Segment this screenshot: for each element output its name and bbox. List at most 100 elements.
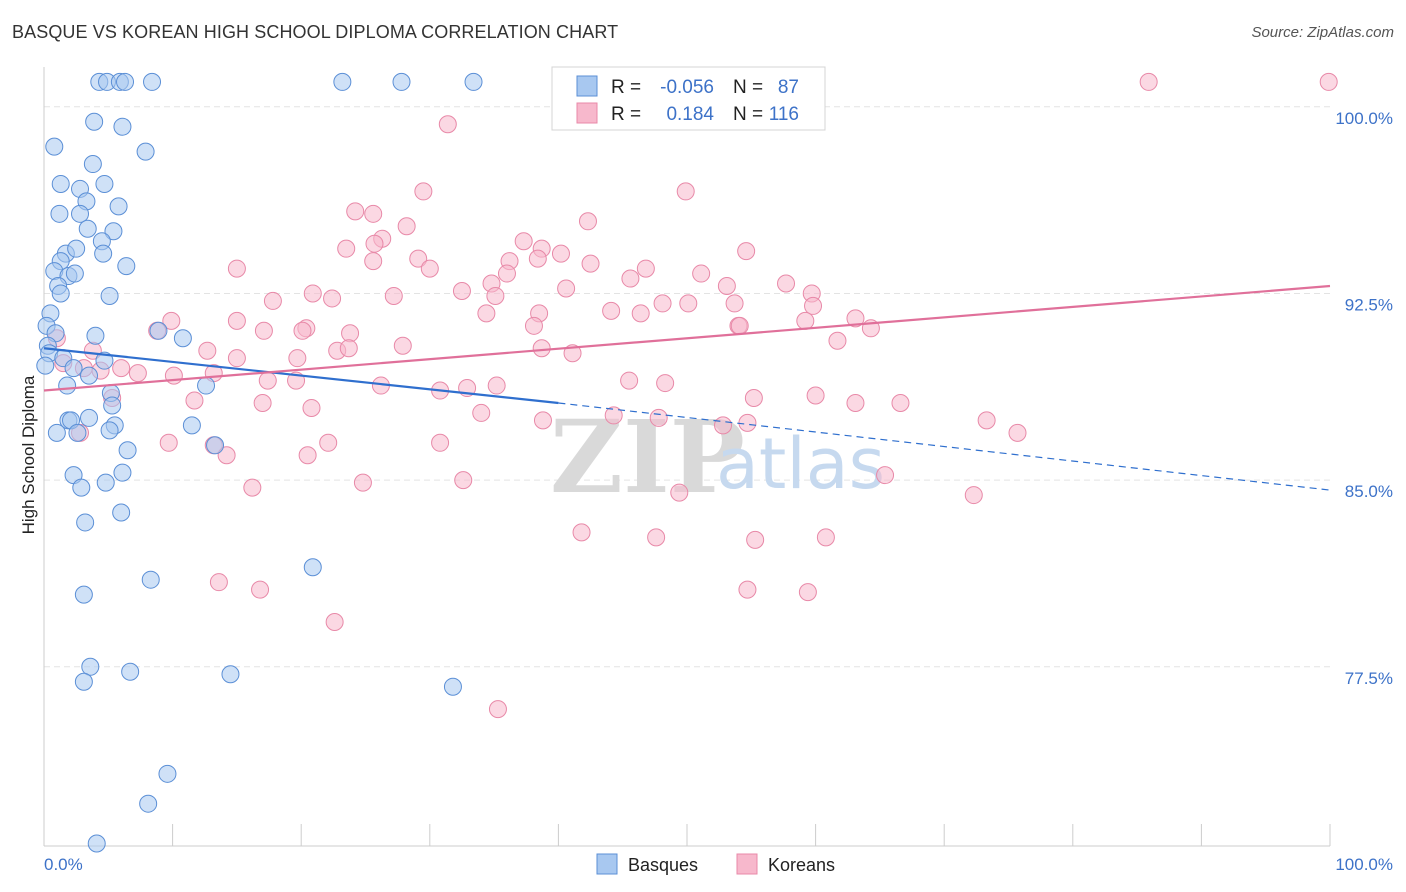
basques-point <box>158 764 177 783</box>
koreans-point <box>217 446 236 465</box>
basques-point <box>51 174 70 193</box>
koreans-point <box>346 202 365 221</box>
legend-swatch-basques <box>576 75 598 97</box>
koreans-point <box>725 294 744 313</box>
basques-point <box>86 326 105 345</box>
koreans-point <box>253 393 272 412</box>
axes <box>43 67 1331 847</box>
koreans-point <box>977 411 996 430</box>
basques-point <box>51 284 70 303</box>
basques-point <box>85 112 104 131</box>
koreans-point <box>1139 72 1158 91</box>
koreans-point <box>551 244 570 263</box>
koreans-point <box>353 473 372 492</box>
koreans-point <box>302 398 321 417</box>
koreans-point <box>185 391 204 410</box>
koreans-point <box>339 339 358 358</box>
koreans-point <box>337 239 356 258</box>
koreans-point <box>846 393 865 412</box>
koreans-point <box>298 446 317 465</box>
koreans-point <box>964 486 983 505</box>
koreans-point <box>604 406 623 425</box>
basques-point <box>118 441 137 460</box>
koreans-point <box>209 573 228 592</box>
koreans-point <box>602 301 621 320</box>
basques-point <box>149 321 168 340</box>
koreans-point <box>263 291 282 310</box>
legend-r-value-koreans: 0.184 <box>666 104 714 125</box>
koreans-point <box>227 259 246 278</box>
basques-point <box>173 329 192 348</box>
basques-point <box>67 239 86 258</box>
koreans-point <box>341 324 360 343</box>
koreans-point <box>303 284 322 303</box>
koreans-point <box>488 700 507 719</box>
koreans-point <box>828 331 847 350</box>
koreans-point <box>159 433 178 452</box>
koreans-point <box>557 279 576 298</box>
basques-point <box>139 794 158 813</box>
legend-r-label-koreans: R = <box>611 104 641 125</box>
bottom-legend-basques[interactable]: Basques <box>628 855 698 875</box>
basques-point <box>303 558 322 577</box>
koreans-point <box>798 583 817 602</box>
koreans-point <box>738 580 757 599</box>
koreans-point <box>1008 423 1027 442</box>
legend-r-value-basques: -0.056 <box>660 77 714 98</box>
basques-point <box>50 204 69 223</box>
y-axis-label: High School Diploma <box>19 375 38 534</box>
koreans-point <box>846 309 865 328</box>
koreans-point <box>397 217 416 236</box>
series-legend: Basques Koreans <box>596 853 835 875</box>
koreans-point <box>325 613 344 631</box>
koreans-point <box>746 530 765 549</box>
koreans-point <box>621 269 640 288</box>
koreans-point <box>816 528 835 547</box>
basques-point <box>64 359 83 378</box>
koreans-point <box>670 483 689 502</box>
koreans-point <box>679 294 698 313</box>
koreans-point <box>636 259 655 278</box>
koreans-point <box>243 478 262 497</box>
koreans-point <box>365 234 384 253</box>
koreans-point <box>730 316 749 335</box>
koreans-point <box>804 296 823 315</box>
basques-point <box>74 585 93 604</box>
y-tick-label-0: 100.0% <box>1335 109 1393 128</box>
koreans-point <box>162 311 181 330</box>
legend-n-value-basques: 87 <box>778 77 799 98</box>
koreans-point <box>198 341 217 360</box>
basques-point <box>71 204 90 223</box>
koreans-point <box>409 249 428 268</box>
koreans-point <box>472 403 491 422</box>
koreans-point <box>477 304 496 323</box>
y-tick-label-2: 85.0% <box>1345 482 1393 501</box>
legend-n-value-koreans: 116 <box>769 104 799 125</box>
basques-point <box>113 463 132 482</box>
basques-point <box>392 72 411 91</box>
koreans-point <box>514 232 533 251</box>
x-tick-label-max: 100.0% <box>1335 855 1393 874</box>
koreans-point <box>676 182 695 201</box>
bottom-legend-swatch-basques[interactable] <box>596 853 618 875</box>
basques-point <box>76 513 95 532</box>
koreans-point <box>806 386 825 405</box>
koreans-point <box>393 336 412 355</box>
basques-point <box>136 142 155 161</box>
koreans-point <box>656 374 675 393</box>
koreans-point <box>528 249 547 268</box>
koreans-point <box>258 371 277 390</box>
koreans-point <box>227 349 246 368</box>
koreans-point <box>364 252 383 271</box>
basques-point <box>94 244 113 263</box>
bottom-legend-koreans[interactable]: Koreans <box>768 855 835 875</box>
basques-point <box>96 473 115 492</box>
x-tick-labels: 0.0% 100.0% <box>44 855 1393 874</box>
bottom-legend-swatch-koreans[interactable] <box>736 853 758 875</box>
basques-point <box>143 72 162 91</box>
y-tick-label-1: 92.5% <box>1345 295 1393 314</box>
koreans-point <box>414 182 433 201</box>
watermark: ZIP atlas <box>550 398 885 516</box>
koreans-point <box>572 523 591 542</box>
trend-lines <box>43 284 1331 491</box>
